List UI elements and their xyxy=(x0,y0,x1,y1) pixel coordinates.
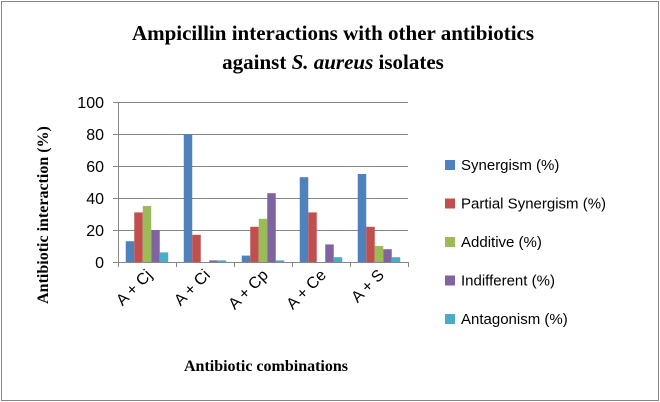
x-tick-label: A + S xyxy=(348,267,387,306)
bar xyxy=(217,260,227,262)
chart-title-line2-post: isolates xyxy=(373,50,444,74)
chart-title-line2-italic: S. aureus xyxy=(292,50,374,74)
x-tick-label: A + Cp xyxy=(226,267,272,313)
x-tick-label: A + Cj xyxy=(113,267,156,310)
bar xyxy=(241,255,251,262)
y-tick-labels: 0 20 40 60 80 100 xyxy=(77,95,104,272)
bar xyxy=(325,244,334,262)
legend-swatch xyxy=(445,237,455,247)
bar xyxy=(142,206,152,262)
bar xyxy=(374,246,384,262)
y-tick-label: 0 xyxy=(95,255,104,272)
legend-label: Indifferent (%) xyxy=(461,273,555,290)
y-tick-label: 100 xyxy=(77,95,104,112)
bar xyxy=(250,226,259,262)
chart-title-line2: against S. aureus isolates xyxy=(222,50,444,74)
bar xyxy=(134,212,143,262)
bar xyxy=(183,134,193,262)
legend-label: Antagonism (%) xyxy=(461,311,568,328)
legend-swatch xyxy=(445,275,455,286)
y-tick-label: 60 xyxy=(86,159,104,176)
x-axis-title: Antibiotic combinations xyxy=(184,358,348,375)
bar xyxy=(258,218,268,262)
bar xyxy=(308,212,317,262)
legend-label: Partial Synergism (%) xyxy=(461,196,606,213)
y-axis-title: Antibiotic interaction (%) xyxy=(35,126,52,304)
bar xyxy=(333,257,343,262)
chart-title-line1: Ampicillin interactions with other antib… xyxy=(132,21,534,45)
axis-layer xyxy=(113,102,409,267)
legend-label: Synergism (%) xyxy=(461,157,559,174)
x-tick-labels: A + Cj A + Ci A + Cp A + Ce A + S xyxy=(113,267,388,313)
bar xyxy=(383,249,392,262)
bar xyxy=(151,230,160,262)
legend-label: Additive (%) xyxy=(461,234,542,251)
bar xyxy=(275,260,285,262)
legend-swatch xyxy=(445,198,455,209)
y-tick-label: 40 xyxy=(86,191,104,208)
x-tick-label: A + Ci xyxy=(171,267,214,310)
bar xyxy=(192,234,201,262)
legend: Synergism (%) Partial Synergism (%) Additi… xyxy=(445,157,606,328)
legend-swatch xyxy=(445,314,455,324)
bar xyxy=(125,241,135,262)
bar xyxy=(391,257,401,262)
x-tick-label: A + Ce xyxy=(284,267,330,313)
chart-title-line2-pre: against xyxy=(222,50,291,74)
y-tick-label: 80 xyxy=(86,127,104,144)
bars-layer xyxy=(125,134,401,262)
bar xyxy=(209,260,218,262)
bar xyxy=(357,174,367,262)
bar xyxy=(159,252,169,262)
y-tick-label: 20 xyxy=(86,223,104,240)
legend-swatch xyxy=(445,160,455,170)
bar xyxy=(267,193,276,262)
bar xyxy=(366,226,375,262)
bar xyxy=(299,177,309,262)
